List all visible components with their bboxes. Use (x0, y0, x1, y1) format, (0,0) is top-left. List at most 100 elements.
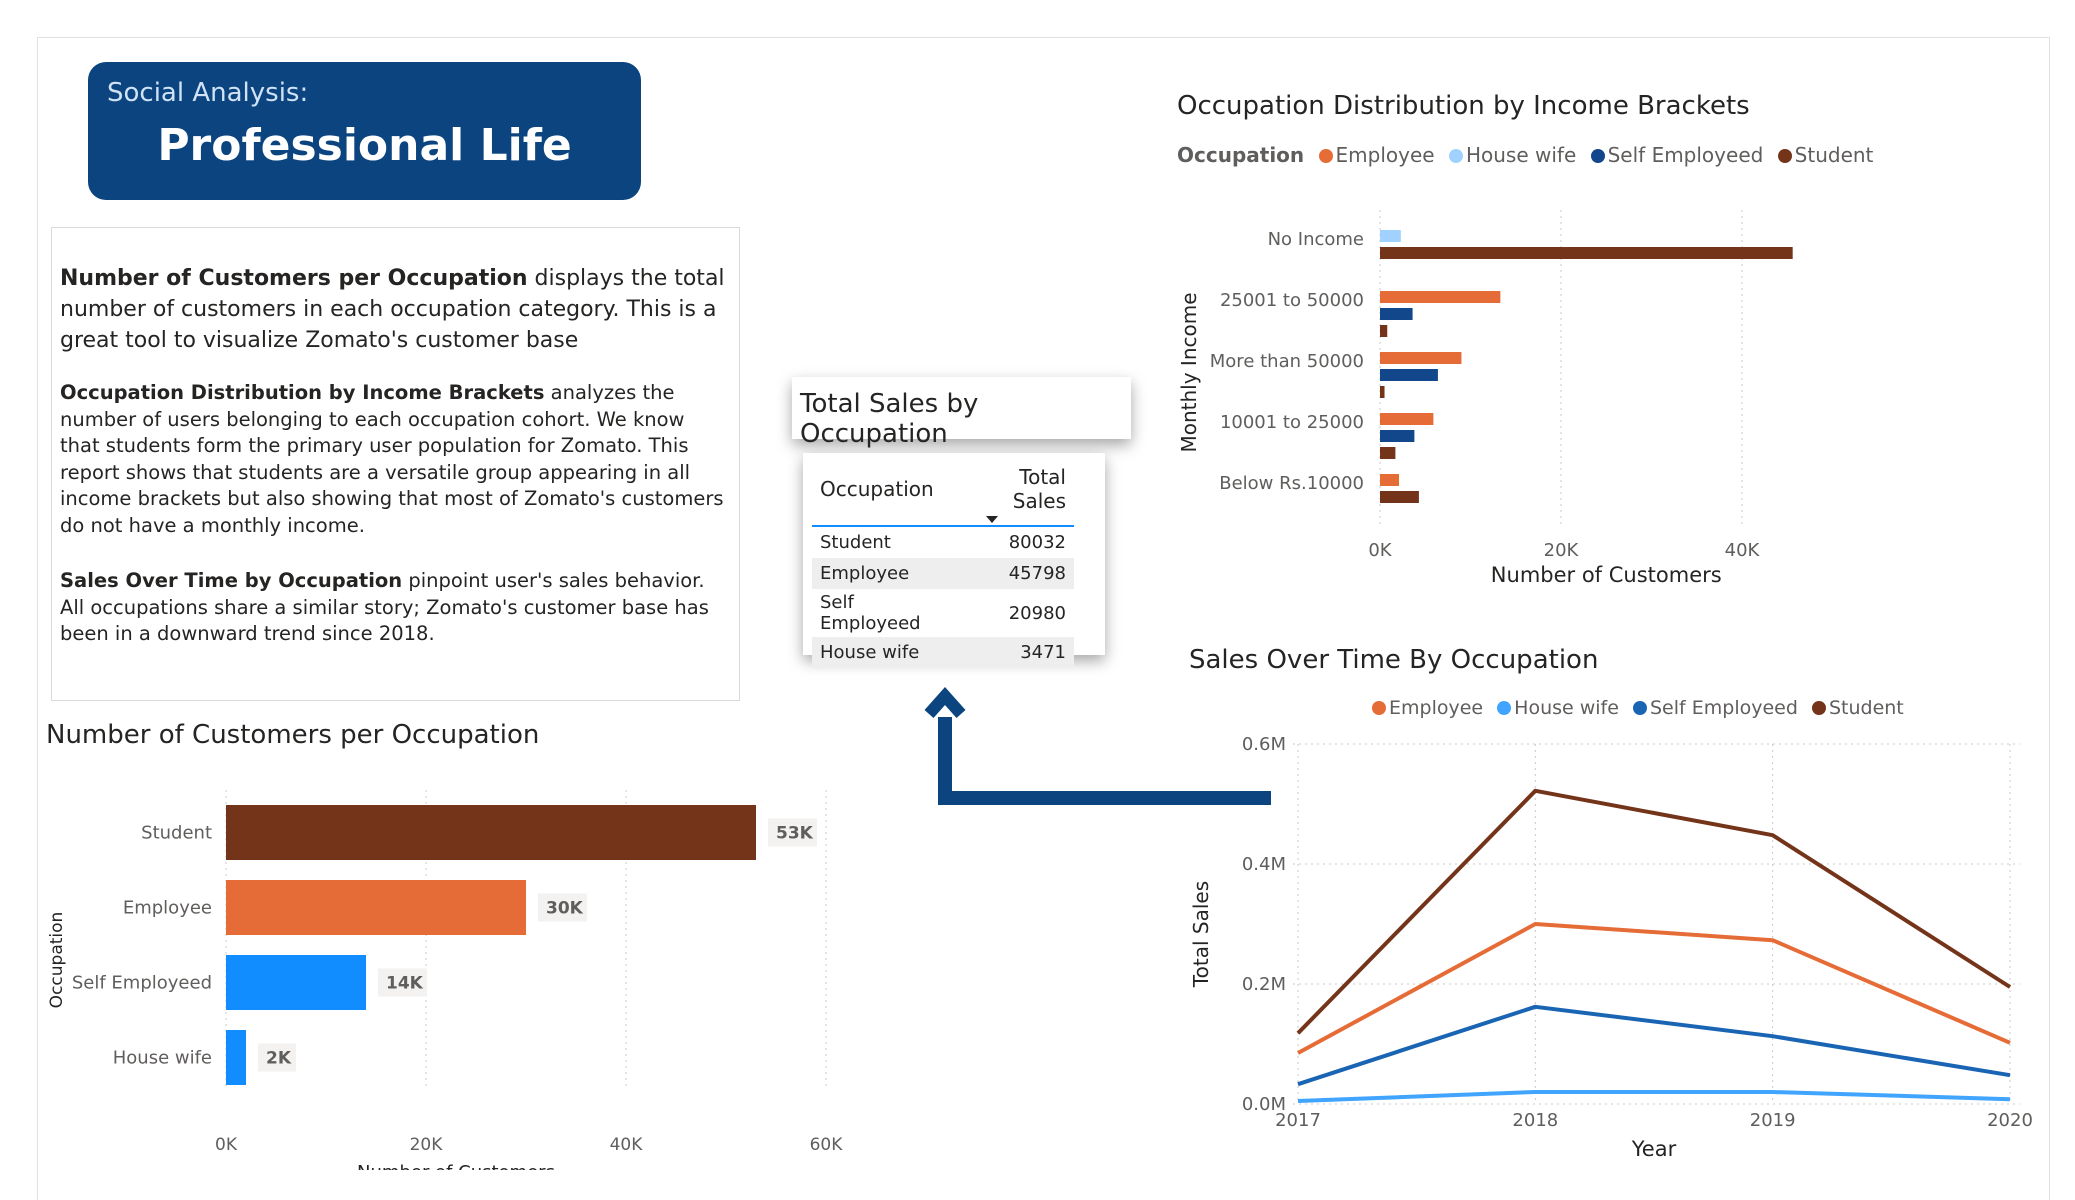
customers-chart-title: Number of Customers per Occupation (46, 720, 540, 750)
legend-dot-icon (1497, 701, 1512, 715)
bar (1380, 447, 1396, 459)
x-tick-label: 2017 (1275, 1110, 1321, 1131)
x-tick-label: 0K (215, 1135, 238, 1155)
table-cell-sales: 3471 (962, 637, 1074, 668)
y-axis-title: Total Sales (1189, 881, 1213, 988)
table-row[interactable]: House wife 3471 (812, 637, 1074, 668)
bar (1380, 369, 1438, 381)
page-title: Professional Life (157, 120, 572, 171)
legend-item-employee[interactable]: Employee (1389, 697, 1484, 719)
data-label-background (768, 818, 817, 847)
legend-item-student[interactable]: Student (1794, 143, 1874, 167)
x-tick-label: 60K (810, 1135, 844, 1155)
legend-item-student[interactable]: Student (1828, 697, 1904, 719)
description-paragraph-3: Sales Over Time by Occupation pinpoint u… (60, 568, 730, 648)
table-cell-sales: 20980 (1008, 602, 1066, 624)
x-tick-label: 2020 (1987, 1110, 2033, 1131)
description-heading-3: Sales Over Time by Occupation (60, 569, 403, 592)
bar (1380, 413, 1434, 425)
legend-dot-icon (1372, 701, 1386, 715)
table-cell-occupation: Employee (812, 558, 963, 589)
bar (1380, 386, 1385, 398)
series-line (1296, 788, 2012, 1035)
column-header-total-sales-label: Total Sales (1012, 465, 1066, 513)
category-label: 25001 to 50000 (1220, 290, 1364, 311)
bar (1380, 247, 1793, 259)
table-cell-occupation: Student (820, 532, 891, 553)
legend-dot-icon (1590, 149, 1605, 163)
legend-item-self-employed[interactable]: Self Employeed (1607, 143, 1764, 167)
bar (1380, 291, 1501, 303)
legend-item-self-employed[interactable]: Self Employeed (1649, 697, 1798, 719)
category-label: No Income (1268, 229, 1364, 250)
x-tick-label: 2019 (1750, 1110, 1796, 1131)
column-header-occupation[interactable]: Occupation (812, 461, 963, 527)
table-title-card: Total Sales by Occupation (792, 377, 1131, 449)
connector-arrow (924, 686, 1271, 805)
table-cell-sales: 45798 (962, 558, 1074, 589)
data-label-background (258, 1043, 296, 1072)
table-row[interactable]: Employee 45798 (812, 558, 1074, 589)
category-label: 10001 to 25000 (1220, 412, 1364, 433)
legend-dot-icon (1448, 149, 1463, 163)
total-sales-table: Occupation Total Sales Student 80032 Empl… (812, 461, 1074, 668)
x-axis-title: Number of Customers (1491, 563, 1722, 587)
bar (226, 1030, 246, 1085)
bar (226, 805, 756, 860)
category-label: House wife (113, 1048, 212, 1069)
report-canvas (37, 37, 2050, 1200)
legend-item-employee[interactable]: Employee (1335, 143, 1435, 167)
description-heading-1: Number of Customers per Occupation (60, 266, 528, 291)
page-header-banner: Social Analysis: Professional Life (88, 62, 641, 200)
data-label: 53K (776, 824, 814, 844)
category-label: Self Employeed (72, 973, 212, 994)
bar (1380, 430, 1415, 442)
connector-arrow-line (938, 717, 1271, 805)
legend-item-house-wife[interactable]: House wife (1465, 143, 1577, 167)
customers-bar-chart[interactable]: 0K 20K 40K 60K Student 53K Employee 30K Self Emp… (40, 770, 860, 1170)
sales-line-chart[interactable]: 0.0M 0.2M 0.4M 0.6M 2017 2018 2019 2020 Year Tota… (1180, 720, 2040, 1170)
description-heading-2: Occupation Distribution by Income Bracke… (60, 381, 545, 404)
y-tick-label: 0.2M (1242, 974, 1286, 995)
series-line (1297, 922, 2011, 1055)
x-axis-title: Number of Customers (357, 1162, 555, 1170)
legend-item-house-wife[interactable]: House wife (1514, 697, 1619, 719)
x-tick-label: 20K (410, 1135, 444, 1155)
total-sales-table-card[interactable]: Occupation Total Sales Student 80032 Empl… (803, 453, 1105, 668)
table-cell-sales: 80032 (1008, 532, 1066, 553)
description-paragraph-2: Occupation Distribution by Income Bracke… (60, 380, 730, 539)
x-tick-label: 40K (1725, 540, 1761, 561)
description-text-3: pinpoint user's sales behavior. All occu… (60, 569, 709, 645)
column-header-total-sales[interactable]: Total Sales (962, 461, 1074, 527)
bar (1380, 308, 1413, 320)
income-chart-legend: Occupation Employee House wife Self Empl… (1177, 143, 1873, 167)
data-label-background (538, 893, 587, 922)
bar (1380, 474, 1400, 486)
page-subtitle: Social Analysis: (107, 78, 309, 108)
y-axis-title: Monthly Income (1177, 292, 1201, 452)
table-title: Total Sales by Occupation (800, 389, 979, 449)
bar (1380, 491, 1419, 503)
legend-title: Occupation (1177, 143, 1305, 167)
sales-chart-title: Sales Over Time By Occupation (1189, 645, 1599, 675)
bar (1380, 325, 1388, 337)
bar (1380, 352, 1462, 364)
x-tick-label: 2018 (1512, 1110, 1558, 1131)
table-row[interactable]: Student 80032 (812, 526, 1074, 558)
legend-dot-icon (1777, 149, 1792, 163)
arrow-up-icon (924, 686, 966, 718)
description-text-2: analyzes the number of users belonging t… (60, 381, 724, 537)
description-text-1: displays the total number of customers i… (60, 266, 725, 353)
data-label: 2K (266, 1049, 292, 1069)
y-tick-label: 0.6M (1242, 734, 1286, 755)
table-row[interactable]: Self Employeed 20980 (812, 589, 1074, 637)
income-bar-chart[interactable]: 0K 20K 40K No Income 25001 to 50000 More than… (1170, 180, 2010, 610)
bar (226, 880, 526, 935)
data-label: 30K (546, 899, 584, 919)
sort-descending-icon (986, 516, 999, 523)
legend-dot-icon (1811, 701, 1826, 715)
legend-dot-icon (1632, 701, 1647, 715)
y-axis-title: Occupation (47, 912, 67, 1009)
y-tick-label: 0.4M (1242, 854, 1286, 875)
x-tick-label: 20K (1544, 540, 1580, 561)
